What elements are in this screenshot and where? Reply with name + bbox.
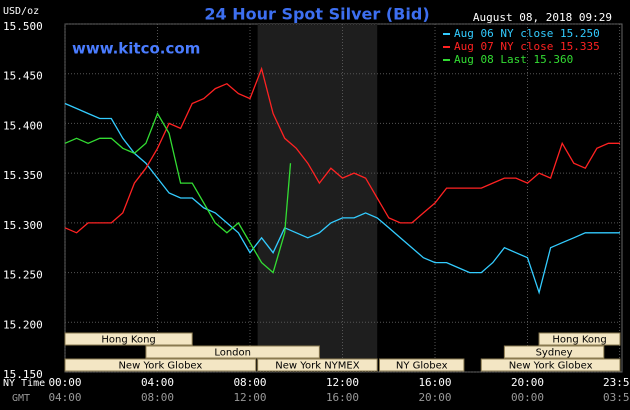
legend-label: Aug 07 NY close 15.335 — [454, 40, 600, 53]
y-tick-label: 15.150 — [3, 368, 43, 381]
series-line — [64, 66, 620, 234]
plot-lines — [64, 66, 620, 295]
x-tick-label: 00:00 — [48, 376, 81, 389]
x2-axis-label: GMT — [12, 393, 30, 404]
session-bar — [379, 358, 465, 372]
session-label: NY Globex — [396, 361, 448, 372]
series-line — [64, 102, 620, 295]
session-label: Sydney — [536, 348, 573, 359]
session-shade — [257, 24, 378, 372]
x2-tick-label: 03:59 — [603, 391, 630, 404]
session-label: New York NYMEX — [275, 361, 360, 372]
y-tick-label: 15.500 — [3, 20, 43, 33]
website: www.kitco.com — [72, 40, 200, 58]
session-bar — [538, 332, 621, 346]
x2-tick-label: 20:00 — [418, 391, 451, 404]
y-axis-label: USD/oz — [3, 6, 39, 17]
x-tick-label: 16:00 — [418, 376, 451, 389]
session-bar — [257, 358, 378, 372]
y-tick-label: 15.450 — [3, 70, 43, 83]
x2-tick-label: 12:00 — [233, 391, 266, 404]
x2-tick-label: 16:00 — [326, 391, 359, 404]
session-bar — [64, 332, 193, 346]
x2-tick-label: 00:00 — [511, 391, 544, 404]
x-tick-label: 23:59 — [603, 376, 630, 389]
x-tick-label: 04:00 — [141, 376, 174, 389]
legend-label: Aug 06 NY close 15.250 — [454, 27, 600, 40]
series-line — [64, 112, 292, 274]
session-label: London — [214, 348, 251, 359]
session-bar — [64, 358, 257, 372]
timestamp: August 08, 2018 09:29 — [473, 11, 612, 24]
chart-title: 24 Hour Spot Silver (Bid) — [204, 5, 429, 24]
x-tick-label: 20:00 — [511, 376, 544, 389]
session-bar — [480, 358, 621, 372]
session-label: Hong Kong — [552, 335, 606, 346]
y-tick-label: 15.200 — [3, 318, 43, 331]
x2-tick-label: 08:00 — [141, 391, 174, 404]
y-tick-label: 15.350 — [3, 169, 43, 182]
session-label: New York Globex — [509, 361, 593, 372]
plot-back — [64, 23, 621, 373]
y-tick-label: 15.250 — [3, 269, 43, 282]
y-tick-label: 15.400 — [3, 119, 43, 132]
legend-label: Aug 08 Last 15.360 — [454, 53, 573, 66]
session-label: Hong Kong — [101, 335, 155, 346]
session-bar — [145, 345, 320, 359]
session-bar — [503, 345, 605, 359]
y-tick-label: 15.300 — [3, 219, 43, 232]
session-label: New York Globex — [118, 361, 202, 372]
x2-tick-label: 04:00 — [48, 391, 81, 404]
x-axis-label: NY Time — [3, 378, 45, 389]
x-tick-label: 12:00 — [326, 376, 359, 389]
x-tick-label: 08:00 — [233, 376, 266, 389]
